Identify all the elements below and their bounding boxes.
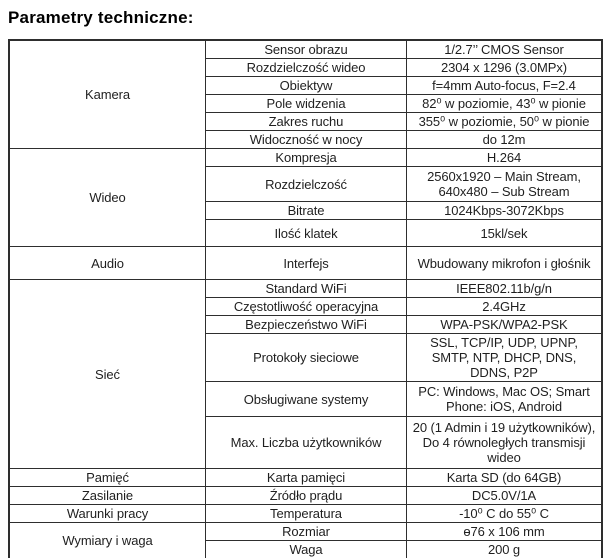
value-cell: ɵ76 x 106 mm (406, 522, 603, 541)
page-title: Parametry techniczne: (8, 8, 194, 27)
specs-table: Kamera Sensor obrazu 1/2.7’’ CMOS Sensor… (8, 39, 603, 558)
category-cell: Pamięć (8, 468, 206, 487)
spec-row: Kamera Sensor obrazu 1/2.7’’ CMOS Sensor (8, 39, 603, 149)
param-cell: Sensor obrazu (205, 39, 407, 59)
value-cell: 2.4GHz (406, 297, 603, 316)
spec-row: Wymiary i waga Rozmiar ɵ76 x 106 mm (8, 522, 603, 558)
category-cell: Warunki pracy (8, 504, 206, 523)
spec-row: Warunki pracy Temperatura -10⁰ C do 55⁰ … (8, 504, 603, 523)
value-cell: -10⁰ C do 55⁰ C (406, 504, 603, 523)
spec-row: Waga 200 g (9, 540, 603, 558)
value-cell: WPA-PSK/WPA2-PSK (406, 315, 603, 334)
spec-row: Zasilanie Źródło prądu DC5.0V/1A (8, 486, 603, 505)
value-cell: 1024Kbps-3072Kbps (406, 201, 603, 220)
param-cell: Protokoły sieciowe (205, 333, 407, 382)
value-cell: Karta SD (do 64GB) (406, 468, 603, 487)
spec-row: Obsługiwane systemy PC: Windows, Mac OS;… (9, 381, 603, 417)
category-cell: Zasilanie (8, 486, 206, 505)
value-cell: Wbudowany mikrofon i głośnik (406, 246, 603, 280)
value-cell: 2304 x 1296 (3.0MPx) (406, 58, 603, 77)
value-cell: 2560x1920 – Main Stream, 640x480 – Sub S… (406, 166, 603, 202)
param-cell: Pole widzenia (205, 94, 407, 113)
param-cell: Zakres ruchu (205, 112, 407, 131)
param-cell: Rozdzielczość wideo (205, 58, 407, 77)
spec-row: Widoczność w nocy do 12m (9, 130, 603, 149)
value-cell: f=4mm Auto-focus, F=2.4 (406, 76, 603, 95)
value-cell: SSL, TCP/IP, UDP, UPNP, SMTP, NTP, DHCP,… (406, 333, 603, 382)
spec-row: Sieć Standard WiFi IEEE802.11b/g/n (8, 279, 603, 469)
spec-row: Bitrate 1024Kbps-3072Kbps (9, 201, 603, 220)
value-cell: IEEE802.11b/g/n (406, 279, 603, 298)
param-cell: Częstotliwość operacyjna (205, 297, 407, 316)
param-cell: Max. Liczba użytkowników (205, 416, 407, 469)
spec-row: Wideo Kompresja H.264 (8, 148, 603, 247)
param-cell: Interfejs (205, 246, 407, 280)
param-cell: Karta pamięci (205, 468, 407, 487)
spec-row: Obiektyw f=4mm Auto-focus, F=2.4 (9, 76, 603, 95)
spec-row: Rozdzielczość wideo 2304 x 1296 (3.0MPx) (9, 58, 603, 77)
value-cell: 82⁰ w poziomie, 43⁰ w pionie (406, 94, 603, 113)
spec-row: Protokoły sieciowe SSL, TCP/IP, UDP, UPN… (9, 333, 603, 382)
param-cell: Ilość klatek (205, 219, 407, 247)
param-cell: Źródło prądu (205, 486, 407, 505)
category-cell: Sieć (8, 279, 206, 469)
value-cell: PC: Windows, Mac OS; Smart Phone: iOS, A… (406, 381, 603, 417)
param-cell: Rozdzielczość (205, 166, 407, 202)
param-cell: Rozmiar (205, 522, 407, 541)
category-cell: Audio (8, 246, 206, 280)
value-cell: 1/2.7’’ CMOS Sensor (406, 39, 603, 59)
spec-row: Bezpieczeństwo WiFi WPA-PSK/WPA2-PSK (9, 315, 603, 334)
spec-row: Max. Liczba użytkowników 20 (1 Admin i 1… (9, 416, 603, 469)
category-cell: Wymiary i waga (8, 522, 206, 558)
spec-row: Audio Interfejs Wbudowany mikrofon i gło… (8, 246, 603, 280)
param-cell: Bezpieczeństwo WiFi (205, 315, 407, 334)
value-cell: H.264 (406, 148, 603, 167)
value-cell: 355⁰ w poziomie, 50⁰ w pionie (406, 112, 603, 131)
value-cell: do 12m (406, 130, 603, 149)
param-cell: Widoczność w nocy (205, 130, 407, 149)
param-cell: Kompresja (205, 148, 407, 167)
spec-row: Rozdzielczość 2560x1920 – Main Stream, 6… (9, 166, 603, 202)
category-cell: Kamera (8, 39, 206, 149)
param-cell: Obiektyw (205, 76, 407, 95)
value-cell: 15kl/sek (406, 219, 603, 247)
param-cell: Temperatura (205, 504, 407, 523)
category-cell: Wideo (8, 148, 206, 247)
param-cell: Bitrate (205, 201, 407, 220)
param-cell: Waga (205, 540, 407, 558)
spec-row: Pole widzenia 82⁰ w poziomie, 43⁰ w pion… (9, 94, 603, 113)
value-cell: 20 (1 Admin i 19 użytkowników), Do 4 rów… (406, 416, 603, 469)
value-cell: DC5.0V/1A (406, 486, 603, 505)
param-cell: Obsługiwane systemy (205, 381, 407, 417)
spec-row: Ilość klatek 15kl/sek (9, 219, 603, 247)
spec-row: Pamięć Karta pamięci Karta SD (do 64GB) (8, 468, 603, 487)
value-cell: 200 g (406, 540, 603, 558)
param-cell: Standard WiFi (205, 279, 407, 298)
